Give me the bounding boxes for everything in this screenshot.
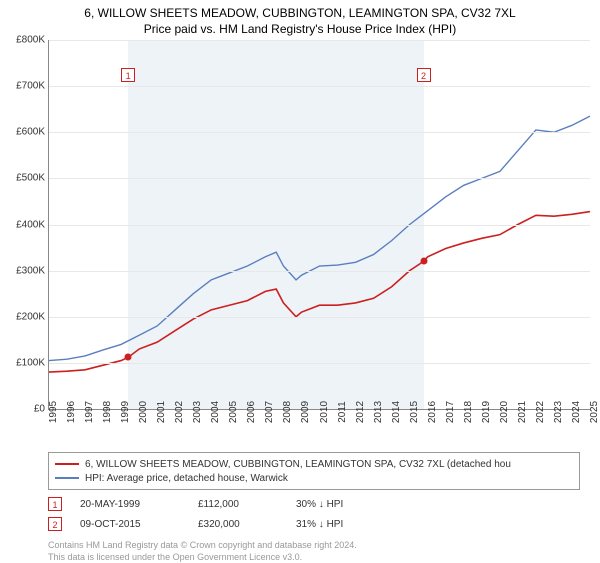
- x-tick-label: 2007: [264, 401, 275, 423]
- chart-marker-2: 2: [417, 68, 431, 82]
- x-tick-label: 1996: [66, 401, 77, 423]
- legend-label-property: 6, WILLOW SHEETS MEADOW, CUBBINGTON, LEA…: [85, 459, 511, 470]
- gridline: [49, 40, 590, 41]
- footer-line-1: Contains HM Land Registry data © Crown c…: [48, 540, 580, 552]
- sale-diff-1: 30% ↓ HPI: [296, 499, 343, 510]
- gridline: [49, 363, 590, 364]
- x-tick-label: 2009: [300, 401, 311, 423]
- legend-swatch-hpi: [55, 477, 79, 479]
- x-tick-label: 1997: [84, 401, 95, 423]
- sale-price-1: £112,000: [198, 499, 278, 510]
- legend-row-hpi: HPI: Average price, detached house, Warw…: [55, 471, 573, 485]
- x-tick-label: 1995: [48, 401, 59, 423]
- gridline: [49, 225, 590, 226]
- x-tick-label: 2006: [246, 401, 257, 423]
- x-tick-label: 2023: [553, 401, 564, 423]
- y-tick-label: £100K: [16, 357, 49, 368]
- gridline: [49, 178, 590, 179]
- sale-date-1: 20-MAY-1999: [80, 499, 180, 510]
- sale-date-2: 09-OCT-2015: [80, 519, 180, 530]
- y-tick-label: £600K: [16, 127, 49, 138]
- x-tick-label: 2000: [138, 401, 149, 423]
- gridline: [49, 271, 590, 272]
- x-tick-label: 2021: [517, 401, 528, 423]
- gridline: [49, 86, 590, 87]
- sale-row-1: 1 20-MAY-1999 £112,000 30% ↓ HPI: [48, 494, 580, 514]
- legend-row-property: 6, WILLOW SHEETS MEADOW, CUBBINGTON, LEA…: [55, 457, 573, 471]
- x-tick-label: 2022: [535, 401, 546, 423]
- y-tick-label: £300K: [16, 265, 49, 276]
- sale-marker-2: 2: [48, 517, 62, 531]
- x-tick-label: 2015: [409, 401, 420, 423]
- sale-marker-1: 1: [48, 497, 62, 511]
- x-tick-label: 2005: [228, 401, 239, 423]
- chart-container: 6, WILLOW SHEETS MEADOW, CUBBINGTON, LEA…: [0, 0, 600, 560]
- x-tick-label: 2017: [445, 401, 456, 423]
- legend-label-hpi: HPI: Average price, detached house, Warw…: [85, 473, 288, 484]
- x-tick-label: 2024: [571, 401, 582, 423]
- x-tick-label: 2025: [589, 401, 600, 423]
- sale-price-2: £320,000: [198, 519, 278, 530]
- y-tick-label: £200K: [16, 311, 49, 322]
- sale-point: [420, 258, 427, 265]
- x-tick-label: 2010: [319, 401, 330, 423]
- gridline: [49, 132, 590, 133]
- x-tick-label: 2012: [355, 401, 366, 423]
- sales-table: 1 20-MAY-1999 £112,000 30% ↓ HPI 2 09-OC…: [48, 494, 580, 534]
- series-line-hpi: [49, 116, 590, 360]
- x-tick-label: 2019: [481, 401, 492, 423]
- y-tick-label: £700K: [16, 81, 49, 92]
- x-tick-label: 2018: [463, 401, 474, 423]
- x-tick-label: 2003: [192, 401, 203, 423]
- x-axis-labels: 1995199619971998199920002001200220032004…: [48, 410, 590, 446]
- legend-box: 6, WILLOW SHEETS MEADOW, CUBBINGTON, LEA…: [48, 452, 580, 490]
- gridline: [49, 317, 590, 318]
- chart-subtitle: Price paid vs. HM Land Registry's House …: [0, 20, 600, 40]
- x-tick-label: 2014: [391, 401, 402, 423]
- x-tick-label: 2001: [156, 401, 167, 423]
- y-tick-label: £400K: [16, 219, 49, 230]
- sale-diff-2: 31% ↓ HPI: [296, 519, 343, 530]
- x-tick-label: 2002: [174, 401, 185, 423]
- x-tick-label: 2020: [499, 401, 510, 423]
- x-tick-label: 2008: [282, 401, 293, 423]
- x-tick-label: 2011: [337, 401, 348, 423]
- sale-row-2: 2 09-OCT-2015 £320,000 31% ↓ HPI: [48, 514, 580, 534]
- chart-title-address: 6, WILLOW SHEETS MEADOW, CUBBINGTON, LEA…: [0, 0, 600, 20]
- sale-point: [125, 354, 132, 361]
- chart-plot-area: £0£100K£200K£300K£400K£500K£600K£700K£80…: [48, 40, 590, 410]
- x-tick-label: 1998: [102, 401, 113, 423]
- x-tick-label: 2016: [427, 401, 438, 423]
- x-tick-label: 1999: [120, 401, 131, 423]
- y-tick-label: £0: [34, 404, 49, 415]
- footer-line-2: This data is licensed under the Open Gov…: [48, 552, 580, 563]
- y-tick-label: £800K: [16, 35, 49, 46]
- x-tick-label: 2013: [373, 401, 384, 423]
- legend-swatch-property: [55, 463, 79, 465]
- y-tick-label: £500K: [16, 173, 49, 184]
- chart-marker-1: 1: [121, 68, 135, 82]
- series-line-property: [49, 212, 590, 373]
- x-tick-label: 2004: [210, 401, 221, 423]
